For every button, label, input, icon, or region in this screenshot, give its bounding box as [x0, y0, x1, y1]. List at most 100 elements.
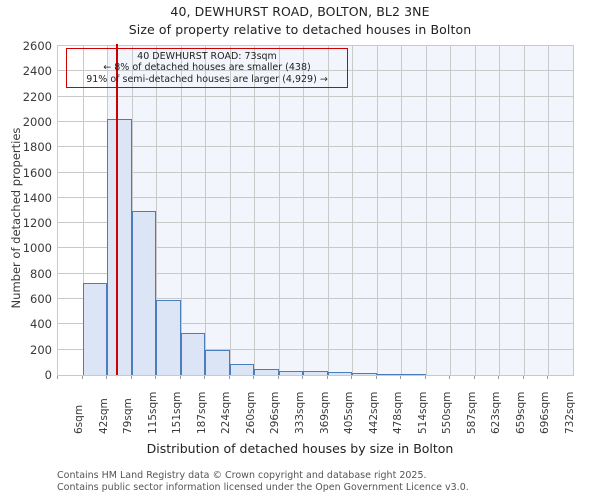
gridline-x-19 — [523, 46, 525, 375]
gridline-y-2400 — [58, 70, 573, 72]
x-tick-mark-10 — [302, 376, 304, 379]
x-tick-label-732sqm: 732sqm — [563, 391, 576, 434]
x-tick-label-151sqm: 151sqm — [171, 391, 184, 434]
bar-514sqm — [401, 373, 426, 375]
y-axis-ticks: 0 200 400 600 800 1000 1200 1400 1600 1800 2000 220… — [0, 39, 52, 382]
gridline-x-11 — [327, 46, 329, 375]
chart-subtitle: Size of property relative to detached ho… — [128, 22, 472, 37]
x-tick-label-224sqm: 224sqm — [220, 391, 233, 434]
annotation-line-1: 40 DEWHURST ROAD: 73sqm — [137, 51, 277, 62]
x-tick-label-696sqm: 696sqm — [539, 391, 552, 434]
gridline-x-17 — [474, 46, 476, 375]
x-tick-mark-18 — [498, 376, 500, 379]
gridline-x-4 — [156, 46, 158, 375]
x-tick-mark-4 — [155, 376, 157, 379]
x-tick-mark-9 — [277, 376, 279, 379]
bar-333sqm — [278, 371, 304, 375]
gridline-y-400 — [58, 323, 573, 325]
bar-478sqm — [376, 373, 402, 375]
x-tick-label-42sqm: 42sqm — [97, 398, 110, 434]
x-tick-mark-17 — [473, 376, 475, 379]
x-tick-label-333sqm: 333sqm — [293, 391, 306, 434]
bar-115sqm — [131, 210, 157, 375]
gridline-x-15 — [425, 46, 427, 375]
y-tick-label-800: 800 — [30, 266, 52, 281]
footer-line-1: Contains HM Land Registry data © Crown c… — [57, 470, 427, 481]
x-tick-mark-1 — [81, 376, 83, 379]
x-tick-label-369sqm: 369sqm — [318, 391, 331, 434]
x-tick-mark-7 — [228, 376, 230, 379]
y-tick-label-1400: 1400 — [22, 190, 52, 205]
property-marker-line — [115, 44, 118, 375]
x-tick-mark-12 — [351, 376, 353, 379]
bar-151sqm — [156, 299, 181, 375]
bar-187sqm — [180, 333, 206, 375]
gridline-x-6 — [205, 46, 207, 375]
x-tick-label-405sqm: 405sqm — [343, 391, 356, 434]
x-tick-mark-20 — [547, 376, 549, 379]
bar-260sqm — [229, 364, 255, 375]
x-tick-label-623sqm: 623sqm — [490, 391, 503, 434]
y-tick-label-1600: 1600 — [22, 165, 52, 180]
x-tick-label-478sqm: 478sqm — [392, 391, 405, 434]
bar-442sqm — [352, 372, 377, 375]
x-tick-label-79sqm: 79sqm — [122, 398, 135, 434]
gridline-y-2600 — [58, 45, 573, 46]
x-tick-label-659sqm: 659sqm — [514, 391, 527, 434]
x-tick-label-187sqm: 187sqm — [195, 391, 208, 434]
x-tick-mark-6 — [204, 376, 206, 379]
gridline-y-600 — [58, 298, 573, 300]
y-tick-label-1000: 1000 — [22, 241, 52, 256]
x-tick-mark-2 — [106, 376, 108, 379]
bar-369sqm — [303, 370, 328, 375]
x-tick-mark-11 — [326, 376, 328, 379]
y-tick-label-200: 200 — [30, 342, 52, 357]
bar-42sqm — [82, 282, 108, 375]
gridline-x-9 — [278, 46, 280, 375]
x-tick-mark-14 — [400, 376, 402, 379]
gridline-x-7 — [229, 46, 231, 375]
annotation-callout: 40 DEWHURST ROAD: 73sqm ← 8% of detached… — [66, 48, 348, 89]
gridline-y-1000 — [58, 247, 573, 249]
x-axis-ticks: 6sqm 42sqm 79sqm 115sqm 151sqm 187sqm 224sqm 26… — [57, 376, 576, 437]
x-tick-mark-15 — [424, 376, 426, 379]
y-tick-label-2600: 2600 — [22, 39, 52, 53]
bar-79sqm — [107, 119, 132, 375]
y-tick-label-2400: 2400 — [22, 64, 52, 79]
x-tick-mark-16 — [449, 376, 451, 379]
x-tick-label-442sqm: 442sqm — [367, 391, 380, 434]
annotation-line-3: 91% of semi-detached houses are larger (… — [86, 73, 328, 85]
bar-405sqm — [327, 372, 353, 375]
x-tick-label-260sqm: 260sqm — [244, 391, 257, 434]
gridline-y-1200 — [58, 222, 573, 224]
y-tick-label-0: 0 — [44, 368, 52, 382]
plot-area: 40 DEWHURST ROAD: 73sqm ← 8% of detached… — [57, 44, 574, 376]
x-tick-mark-8 — [253, 376, 255, 379]
gridline-x-18 — [499, 46, 501, 375]
gridline-x-12 — [352, 46, 354, 375]
gridline-y-1600 — [58, 171, 573, 173]
gridline-y-200 — [58, 348, 573, 350]
footer-line-2: Contains public sector information licen… — [57, 481, 469, 493]
gridline-x-5 — [180, 46, 182, 375]
x-tick-mark-19 — [522, 376, 524, 379]
gridline-x-16 — [450, 46, 452, 375]
gridline-x-8 — [254, 46, 256, 375]
page-title: 40, DEWHURST ROAD, BOLTON, BL2 3NE — [170, 4, 430, 19]
x-tick-mark-5 — [179, 376, 181, 379]
footer-attribution: Contains HM Land Registry data © Crown c… — [57, 470, 597, 493]
y-tick-label-400: 400 — [30, 317, 52, 332]
x-tick-label-296sqm: 296sqm — [269, 391, 282, 434]
annotation-line-2: ← 8% of detached houses are smaller (438… — [103, 62, 311, 74]
gridline-x-1 — [82, 46, 84, 375]
gridline-y-2200 — [58, 95, 573, 97]
gridline-y-800 — [58, 272, 573, 274]
gridline-y-1400 — [58, 196, 573, 198]
y-tick-label-2000: 2000 — [22, 114, 52, 129]
bar-224sqm — [205, 349, 230, 375]
y-tick-label-1200: 1200 — [22, 216, 52, 231]
gridline-x-14 — [401, 46, 403, 375]
x-tick-label-587sqm: 587sqm — [465, 391, 478, 434]
y-tick-label-600: 600 — [30, 292, 52, 307]
